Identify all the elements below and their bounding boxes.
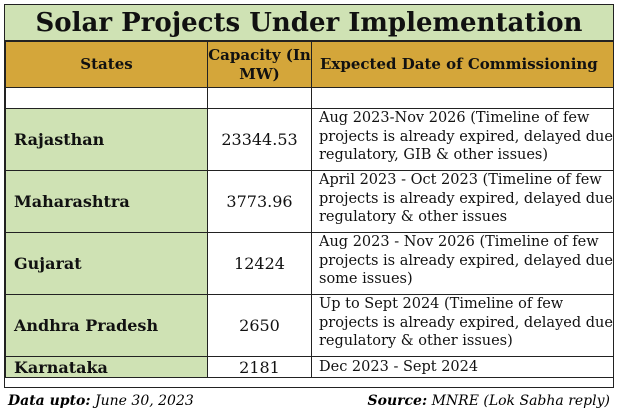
data-upto-note: Data upto: June 30, 2023 — [8, 392, 194, 410]
source-value: MNRE (Lok Sabha reply) — [431, 393, 610, 409]
empty-cell — [207, 87, 312, 109]
state-cell: Rajasthan — [5, 108, 208, 171]
state-cell: Maharashtra — [5, 170, 208, 233]
date-cell: Aug 2023 - Nov 2026 (Timeline of few pro… — [311, 232, 614, 295]
header-row: States Capacity (In MW) Expected Date of… — [5, 41, 614, 88]
table-frame: Solar Projects Under Implementation Stat… — [4, 4, 614, 388]
table-row: Karnataka 2181 Dec 2023 - Sept 2024 — [5, 356, 614, 378]
capacity-cell: 2181 — [207, 356, 312, 378]
capacity-cell: 23344.53 — [207, 108, 312, 171]
capacity-cell: 3773.96 — [207, 170, 312, 233]
data-upto-value: June 30, 2023 — [95, 393, 194, 409]
table-row: Gujarat 12424 Aug 2023 - Nov 2026 (Timel… — [5, 232, 614, 295]
table-row: Rajasthan 23344.53 Aug 2023-Nov 2026 (Ti… — [5, 108, 614, 171]
source-label: Source: — [367, 393, 428, 409]
data-upto-label: Data upto: — [8, 393, 91, 409]
empty-row — [5, 87, 614, 109]
empty-cell — [5, 87, 208, 109]
state-cell: Gujarat — [5, 232, 208, 295]
header-date: Expected Date of Commissioning — [311, 41, 614, 88]
empty-cell — [311, 87, 614, 109]
source-note: Source: MNRE (Lok Sabha reply) — [368, 392, 610, 410]
date-cell: Dec 2023 - Sept 2024 — [311, 356, 614, 378]
date-cell: Up to Sept 2024 (Timeline of few project… — [311, 294, 614, 357]
capacity-cell: 12424 — [207, 232, 312, 295]
table-row: Maharashtra 3773.96 April 2023 - Oct 202… — [5, 170, 614, 233]
state-cell: Andhra Pradesh — [5, 294, 208, 357]
header-capacity: Capacity (In MW) — [207, 41, 312, 88]
state-cell: Karnataka — [5, 356, 208, 378]
table-row: Andhra Pradesh 2650 Up to Sept 2024 (Tim… — [5, 294, 614, 357]
projects-table: States Capacity (In MW) Expected Date of… — [5, 41, 614, 378]
header-states: States — [5, 41, 208, 88]
date-cell: April 2023 - Oct 2023 (Timeline of few p… — [311, 170, 614, 233]
page-title: Solar Projects Under Implementation — [5, 5, 613, 41]
footer: Data upto: June 30, 2023 Source: MNRE (L… — [6, 392, 612, 410]
capacity-cell: 2650 — [207, 294, 312, 357]
date-cell: Aug 2023-Nov 2026 (Timeline of few proje… — [311, 108, 614, 171]
